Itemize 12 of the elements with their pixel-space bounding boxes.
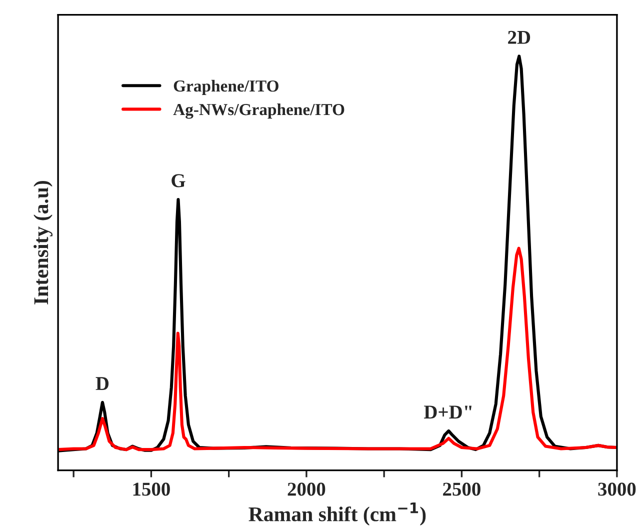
annotation: D+D" bbox=[424, 406, 472, 419]
x-tick-label: 3000 bbox=[598, 482, 636, 496]
x-tick-label: 2000 bbox=[288, 482, 326, 496]
y-axis-title: Intensity (a.u) bbox=[34, 180, 52, 304]
x-tick-label: 1500 bbox=[133, 482, 170, 496]
annotation: G bbox=[172, 174, 186, 188]
x-tick-label: 2500 bbox=[443, 482, 480, 496]
annotation: D bbox=[96, 377, 109, 390]
x-axis-title: Raman shift (cm$^{−1}$) bbox=[248, 502, 426, 526]
legend-label: Graphene/ITO bbox=[174, 80, 278, 96]
legend-label: Ag-NWs/Graphene/ITO bbox=[173, 103, 344, 119]
annotation: 2D bbox=[508, 30, 530, 44]
